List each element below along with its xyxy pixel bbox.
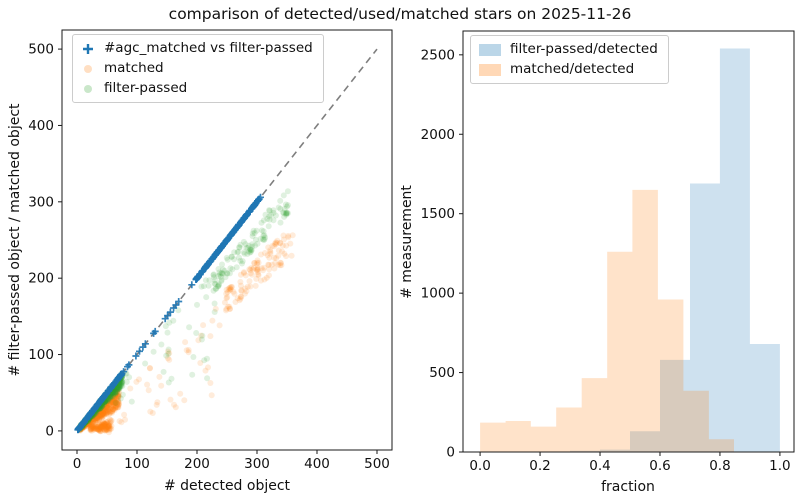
y-tick-label: 100 <box>28 347 54 363</box>
dot-marker-circle <box>84 64 92 73</box>
x-tick-label: 200 <box>184 456 210 472</box>
dot-marker-circle <box>84 84 92 93</box>
x-tick-label: 300 <box>244 456 270 472</box>
legend-row: filter-passed/detected <box>479 41 658 58</box>
dot-marker-icon <box>84 64 92 73</box>
left-yaxis-label: # filter-passed object / matched object <box>7 103 23 377</box>
y-tick-label: 0 <box>45 423 54 439</box>
plus-marker-path <box>83 43 93 54</box>
hist-patch-rect <box>479 43 501 56</box>
y-tick-label: 300 <box>28 194 54 210</box>
x-tick-label: 0 <box>73 456 82 472</box>
legend-row: #agc_matched vs filter-passed <box>81 40 313 57</box>
legend-label: filter-passed <box>104 80 188 96</box>
right-yaxis-label: # measurement <box>399 185 415 299</box>
x-tick-label: 0.8 <box>709 458 730 474</box>
figure-title: comparison of detected/used/matched star… <box>168 5 632 23</box>
y-tick-label: 1500 <box>421 206 455 222</box>
axes-spines <box>462 30 795 453</box>
histogram-legend: filter-passed/detected matched/detected <box>470 35 669 84</box>
plus-marker-icon <box>83 43 93 54</box>
dot-marker-icon <box>84 84 92 93</box>
axes-spines <box>61 29 393 451</box>
legend-label: filter-passed/detected <box>510 41 658 57</box>
x-tick-label: 1.0 <box>769 458 790 474</box>
legend-row: matched/detected <box>479 61 658 78</box>
x-tick-label: 0.6 <box>649 458 670 474</box>
x-tick-label: 400 <box>304 456 330 472</box>
legend-row: filter-passed <box>81 80 313 97</box>
x-tick-label: 100 <box>124 456 150 472</box>
hist-patch-rect <box>479 63 501 76</box>
scatter-series-agc-matched <box>74 193 264 434</box>
y-tick-label: 1000 <box>421 286 455 302</box>
hist-patch-icon <box>479 63 501 76</box>
right-xaxis-label: fraction <box>601 479 655 495</box>
histogram-series-matched/detected <box>480 189 734 452</box>
y-tick-label: 2500 <box>421 47 455 63</box>
y-tick-label: 400 <box>28 118 54 134</box>
histogram-series-filter-passed/detected <box>570 48 780 452</box>
x-tick-label: 0.2 <box>529 458 550 474</box>
scatter-legend: #agc_matched vs filter-passed matched fi… <box>72 34 324 103</box>
legend-label: #agc_matched vs filter-passed <box>104 40 313 56</box>
left-xaxis-label: # detected object <box>163 478 291 494</box>
y-tick-label: 500 <box>28 42 54 58</box>
hist-patch-icon <box>479 43 501 56</box>
histogram-plot: 0.0 0.2 0.4 0.6 0.8 1.0 0 500 1000 1500 2000 2500 <box>421 30 795 474</box>
x-tick-label: 500 <box>364 456 390 472</box>
x-tick-label: 0.4 <box>589 458 610 474</box>
y-tick-label: 2000 <box>421 127 455 143</box>
y-tick-label: 500 <box>429 365 455 381</box>
y-tick-label: 200 <box>28 271 54 287</box>
scatter-plot: 0 100 200 300 400 500 0 100 200 300 400 500 <box>28 29 393 472</box>
legend-label: matched/detected <box>510 61 635 77</box>
legend-row: matched <box>81 60 313 77</box>
y-tick-label: 0 <box>446 445 455 461</box>
legend-label: matched <box>104 60 164 76</box>
x-tick-label: 0.0 <box>469 458 490 474</box>
scatter-series-matched <box>76 232 296 436</box>
